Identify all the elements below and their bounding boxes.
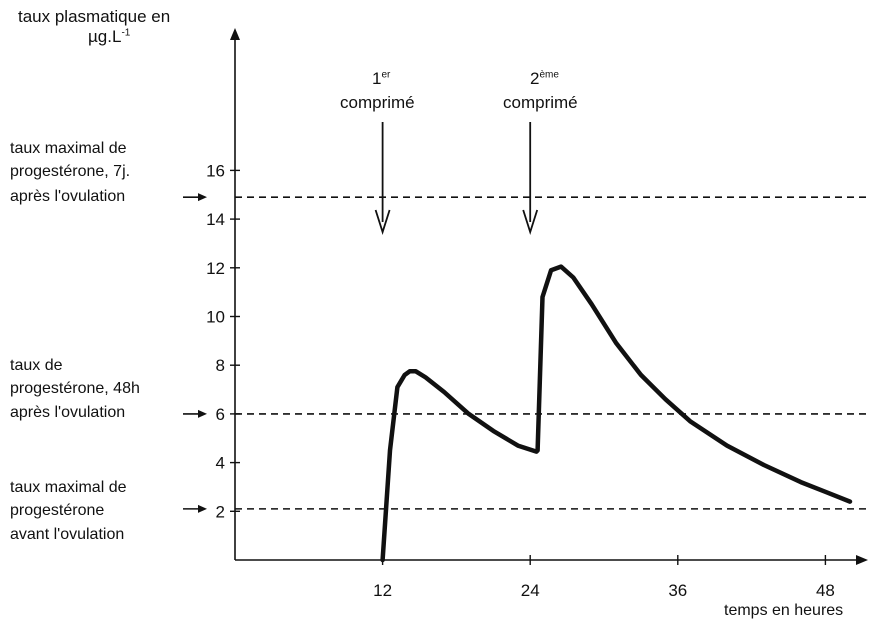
progesterone-curve xyxy=(380,264,853,563)
axes xyxy=(230,28,868,565)
x-tick-label: 48 xyxy=(816,581,835,600)
dose1-label: comprimé xyxy=(340,93,415,112)
ref-label-7j-line1: taux maximal de xyxy=(10,140,127,157)
ref-label-7j-line3: après l'ovulation xyxy=(10,188,126,205)
y-tick-label: 8 xyxy=(216,356,225,375)
dose1-ordinal: 1er xyxy=(372,70,390,88)
dose1-number: 1 xyxy=(372,69,382,88)
ref-label-48h-line2: progestérone, 48h xyxy=(10,380,140,397)
dose-arrow-head xyxy=(374,209,391,235)
dose2-ordinal: 2ème xyxy=(530,70,559,88)
y-tick-label: 2 xyxy=(216,502,225,521)
dose1-sup: er xyxy=(381,69,391,81)
y-tick-label: 12 xyxy=(206,259,225,278)
y-tick-label: 10 xyxy=(206,308,225,327)
ref-label-48h-line3: après l'ovulation xyxy=(10,404,126,421)
plot-area xyxy=(380,264,853,563)
reference-pointer-arrowhead xyxy=(198,193,207,202)
x-tick-label: 24 xyxy=(521,581,540,600)
ref-label-before-line2: progestérone xyxy=(10,502,105,519)
y-tick-label: 6 xyxy=(216,405,225,424)
y-axis-unit-exponent: -1 xyxy=(121,27,131,39)
dose2-sup: ème xyxy=(539,69,559,81)
dose2-number: 2 xyxy=(530,69,540,88)
ref-label-before-line1: taux maximal de xyxy=(10,479,127,496)
y-axis-label-line1: taux plasmatique en xyxy=(18,7,171,26)
y-axis-label-line2: µg.L-1 xyxy=(88,28,130,46)
dose-arrows xyxy=(374,122,539,235)
x-tick-label: 36 xyxy=(668,581,687,600)
ref-label-7j-line2: progestérone, 7j. xyxy=(10,163,131,180)
reference-pointer-arrowhead xyxy=(198,409,207,418)
ref-label-48h-line1: taux de xyxy=(10,357,63,374)
x-axis-arrowhead xyxy=(856,555,868,565)
reference-lines xyxy=(183,193,866,513)
y-tick-label: 14 xyxy=(206,210,225,229)
x-axis-label: temps en heures xyxy=(724,602,844,619)
dose2-label: comprimé xyxy=(503,93,578,112)
x-tick-label: 12 xyxy=(373,581,392,600)
ref-label-before-line3: avant l'ovulation xyxy=(10,526,125,543)
dose-arrow-head xyxy=(522,209,539,235)
y-tick-label: 16 xyxy=(206,161,225,180)
y-axis-arrowhead xyxy=(230,28,240,40)
reference-pointer-arrowhead xyxy=(198,504,207,513)
y-tick-label: 4 xyxy=(216,454,225,473)
y-axis-unit: µg.L xyxy=(88,27,122,46)
